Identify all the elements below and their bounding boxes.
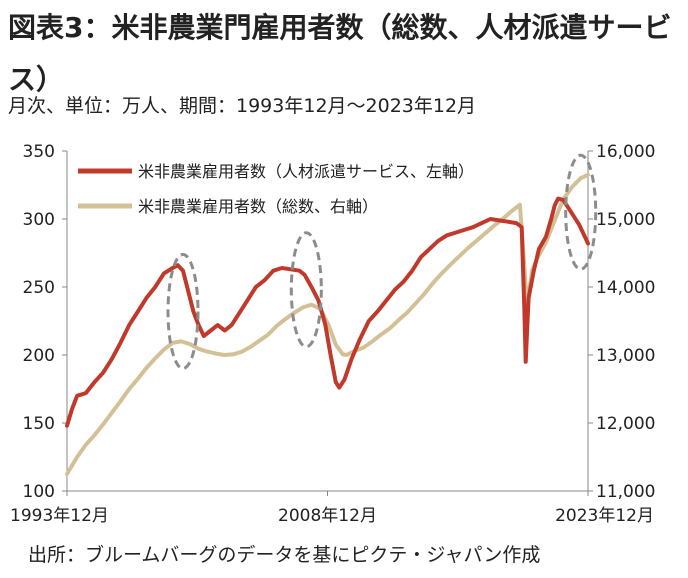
y-left-tick-label: 200 (23, 346, 55, 366)
y-right-tick-label: 11,000 (596, 482, 655, 502)
y-left-tick-label: 250 (23, 278, 55, 298)
x-tick-label: 2008年12月 (278, 506, 377, 526)
y-right-tick-label: 12,000 (596, 414, 655, 434)
y-right-tick-label: 13,000 (596, 346, 655, 366)
y-left-tick-label: 350 (23, 142, 55, 162)
y-right-tick-label: 15,000 (596, 210, 655, 230)
y-left-tick-label: 300 (23, 210, 55, 230)
x-tick-label: 2023年12月 (555, 506, 654, 526)
legend-label-staffing: 米非農業雇用者数（人材派遣サービス、左軸） (138, 162, 474, 181)
source-note: 出所：ブルームバーグのデータを基にピクテ・ジャパン作成 (28, 544, 541, 566)
highlight-ellipses (166, 153, 598, 370)
highlight-ellipse (166, 252, 200, 370)
chart-subtitle: 月次、単位：万人、期間：1993年12月～2023年12月 (8, 95, 477, 117)
y-right-tick-label: 14,000 (596, 278, 655, 298)
series-line-staffing (65, 196, 590, 428)
y-right-tick-label: 16,000 (596, 142, 655, 162)
highlight-ellipse (289, 231, 323, 349)
series-lines (65, 172, 590, 476)
x-tick-label: 1993年12月 (10, 506, 109, 526)
y-left-tick-label: 100 (23, 482, 55, 502)
highlight-ellipse (564, 153, 598, 271)
y-left-tick-label: 150 (23, 414, 55, 434)
legend: 米非農業雇用者数（人材派遣サービス、左軸） 米非農業雇用者数（総数、右軸） (78, 162, 474, 216)
chart-title: 図表3：米非農業門雇用者数（総数、人材派遣サービス） (8, 11, 672, 96)
series-line-total (65, 172, 590, 476)
legend-label-total: 米非農業雇用者数（総数、右軸） (138, 197, 378, 216)
axes: 100 150 200 250 300 350 11,000 12,000 13,000 14,0… (10, 142, 655, 526)
